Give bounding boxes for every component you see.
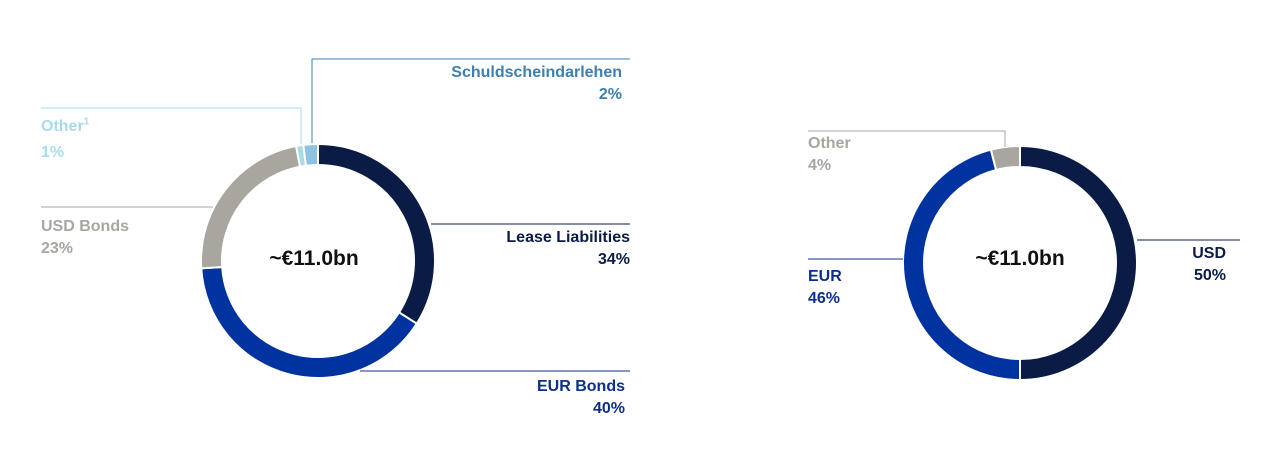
label-usd-bonds: USD Bonds 23% [41, 216, 129, 260]
label-name: Schuldscheindarlehen [451, 64, 622, 81]
label-eur: EUR 46% [808, 266, 842, 310]
donut-slice-other [989, 144, 1021, 172]
center-total-left: ~€11.0bn [269, 247, 359, 270]
label-name: Lease Liabilities [506, 229, 630, 246]
label-value: 2% [598, 86, 622, 103]
label-value: 46% [808, 290, 841, 307]
label-value: 4% [808, 157, 832, 174]
donut-chart-left-svg [41, 58, 630, 379]
label-other-left: Other1 1% [41, 116, 89, 164]
label-value: 1% [41, 144, 65, 161]
donut-slice-lease-liabilities [317, 142, 436, 326]
donut-chart-debt-instruments: ~€11.0bn Schuldscheindarlehen 2% Other1 … [41, 58, 630, 420]
label-value: 23% [41, 240, 74, 257]
label-value: 40% [592, 400, 625, 417]
center-total-right: ~€11.0bn [975, 247, 1065, 270]
donut-chart-currency: ~€11.0bn Other 4% USD 50% EUR 46% [780, 0, 1262, 452]
leader-line [808, 130, 1006, 147]
label-name: Other [808, 135, 851, 152]
leader-line [311, 58, 630, 143]
label-name: EUR Bonds [537, 378, 625, 395]
label-value: 34% [597, 251, 630, 268]
label-name: USD Bonds [41, 218, 129, 235]
donut-chart-right-svg [808, 130, 1240, 382]
label-other-right: Other 4% [808, 133, 851, 177]
label-lease-liabilities: Lease Liabilities 34% [430, 227, 630, 271]
label-name: Other [41, 118, 84, 135]
label-usd: USD 50% [1126, 243, 1226, 287]
label-value: 50% [1193, 267, 1226, 284]
leader-line [41, 107, 302, 144]
footnote-marker: 1 [83, 116, 90, 128]
label-name: EUR [808, 268, 842, 285]
donut-slice-schuldscheindarlehen [302, 142, 319, 167]
label-name: USD [1192, 245, 1226, 262]
label-schuldscheindarlehen: Schuldscheindarlehen 2% [400, 62, 622, 106]
donut-slice-eur-bonds [200, 265, 419, 379]
label-eur-bonds: EUR Bonds 40% [430, 376, 625, 420]
